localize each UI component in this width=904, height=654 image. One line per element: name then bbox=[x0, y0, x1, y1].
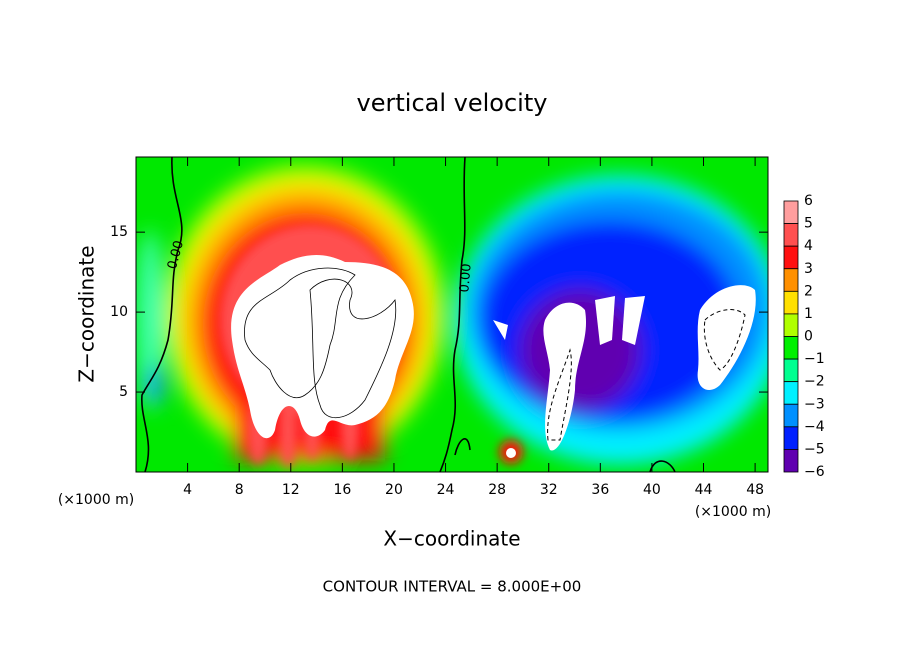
colorbar-swatch bbox=[783, 381, 799, 405]
x-tick-label: 8 bbox=[235, 482, 244, 498]
colorbar-label: 4 bbox=[804, 238, 813, 254]
x-unit-label: (×1000 m) bbox=[695, 504, 771, 520]
y-tick-label: 5 bbox=[119, 384, 128, 400]
colorbar-swatch bbox=[783, 245, 799, 270]
colorbar-swatch bbox=[783, 358, 799, 383]
colorbar-swatch bbox=[783, 403, 799, 428]
colorbar-label: −4 bbox=[804, 419, 825, 435]
plot-frame bbox=[135, 156, 769, 473]
colorbar-swatch bbox=[783, 313, 799, 337]
x-tick-label: 12 bbox=[282, 482, 300, 498]
x-tick-label: 20 bbox=[385, 482, 403, 498]
colorbar-label: −3 bbox=[804, 396, 825, 412]
field bbox=[136, 157, 768, 472]
footer: CONTOUR INTERVAL = 8.000E+00 bbox=[323, 578, 582, 596]
colorbar-swatch bbox=[783, 449, 799, 473]
y-axis-label: Z−coordinate bbox=[75, 245, 99, 382]
y-tick-label: 10 bbox=[110, 304, 128, 320]
colorbar-label: 5 bbox=[804, 216, 813, 232]
x-tick-label: 44 bbox=[695, 482, 713, 498]
colorbar-label: −5 bbox=[804, 441, 825, 457]
x-tick-label: 16 bbox=[333, 482, 351, 498]
colorbar-label: 2 bbox=[804, 283, 813, 299]
contour-label: 0.00 bbox=[165, 239, 187, 271]
chart-title: vertical velocity bbox=[357, 89, 548, 117]
y-tick-label: 15 bbox=[110, 224, 128, 240]
x-axis-label: X−coordinate bbox=[383, 527, 520, 551]
colorbar-label: 1 bbox=[804, 306, 813, 322]
colorbar-swatch bbox=[783, 200, 799, 224]
colorbar-label: 3 bbox=[804, 261, 813, 277]
x-tick-label: 24 bbox=[437, 482, 455, 498]
contour-label: 0.00 bbox=[457, 263, 474, 293]
colorbar-swatch bbox=[783, 426, 799, 450]
x-tick-label: 4 bbox=[183, 482, 192, 498]
colorbar-label: −2 bbox=[804, 374, 825, 390]
colorbar-label: 0 bbox=[804, 329, 813, 345]
colorbar-swatch bbox=[783, 290, 799, 315]
x-tick-label: 28 bbox=[488, 482, 506, 498]
x-tick-label: 36 bbox=[591, 482, 609, 498]
x-tick-label: 40 bbox=[643, 482, 661, 498]
colorbar-swatch bbox=[783, 223, 799, 247]
x-unit-label: (×1000 m) bbox=[58, 492, 134, 508]
colorbar-swatch bbox=[783, 268, 799, 292]
colorbar-label: −6 bbox=[804, 464, 825, 480]
colorbar-swatch bbox=[783, 336, 799, 360]
colorbar-label: −1 bbox=[804, 351, 825, 367]
colorbar-label: 6 bbox=[804, 193, 813, 209]
x-tick-label: 32 bbox=[540, 482, 558, 498]
x-tick-label: 48 bbox=[746, 482, 764, 498]
